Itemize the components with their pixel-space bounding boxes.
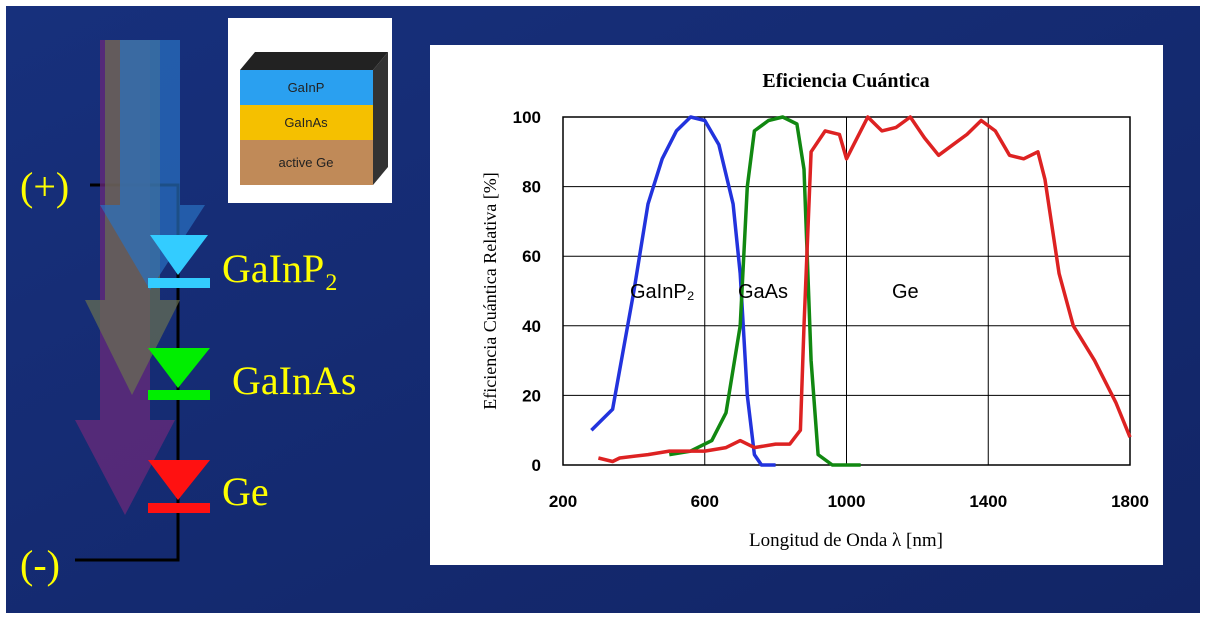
inset-label: GaInAs [284,115,328,130]
layer-label: GaInP₂ [222,246,338,291]
y-tick-label: 60 [522,247,541,266]
y-tick-label: 0 [532,456,541,475]
diode-bar [148,278,210,288]
diode-bar [148,390,210,400]
y-tick-label: 80 [522,178,541,197]
series-label: GaInP₂ [630,281,694,303]
series-label: Ge [892,281,919,303]
x-axis-title: Longitud de Onda λ [nm] [749,530,943,551]
side [373,52,388,185]
y-tick-label: 40 [522,317,541,336]
y-tick-label: 100 [513,108,541,127]
layer-label: Ge [222,469,269,514]
contacts [240,52,388,70]
layer-label: GaInAs [232,358,356,403]
x-tick-label: 1800 [1111,492,1149,511]
diode-bar [148,503,210,513]
x-tick-label: 600 [691,492,719,511]
terminal-label: (+) [20,164,69,209]
chart-title: Eficiencia Cuántica [762,70,929,92]
x-tick-label: 200 [549,492,577,511]
x-tick-label: 1400 [969,492,1007,511]
slide: (+) (-) GaInP₂ GaInAs Ge GaInP GaInAs ac… [0,0,1206,619]
y-tick-label: 20 [522,386,541,405]
inset-label: active Ge [279,155,334,170]
inset-label: GaInP [288,80,325,95]
series-label: GaAs [738,281,788,303]
cell-inset: GaInP GaInAs active Ge [228,18,392,203]
terminal-label: (-) [20,542,60,587]
x-tick-label: 1000 [828,492,866,511]
y-axis-title: Eficiencia Cuántica Relativa [%] [480,172,500,409]
